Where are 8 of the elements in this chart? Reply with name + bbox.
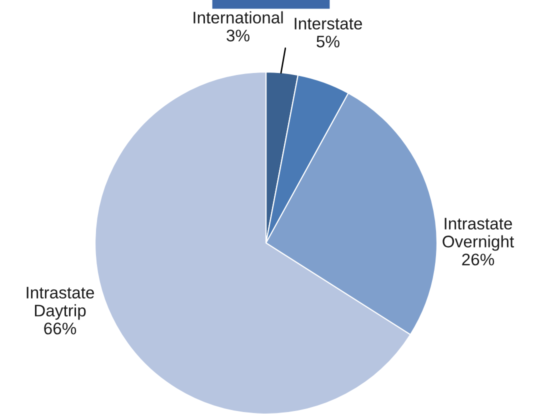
data-label: 3% xyxy=(226,30,250,42)
slice-label: International xyxy=(194,11,283,24)
slice-label: Interstate xyxy=(294,18,362,30)
data-label: 26% xyxy=(462,254,494,266)
data-label: 5% xyxy=(316,36,340,48)
data-label: 66% xyxy=(44,322,76,334)
slice-label: Intrastate Overnight xyxy=(442,218,514,251)
slice-label: Intrastate Daytrip xyxy=(26,286,94,320)
